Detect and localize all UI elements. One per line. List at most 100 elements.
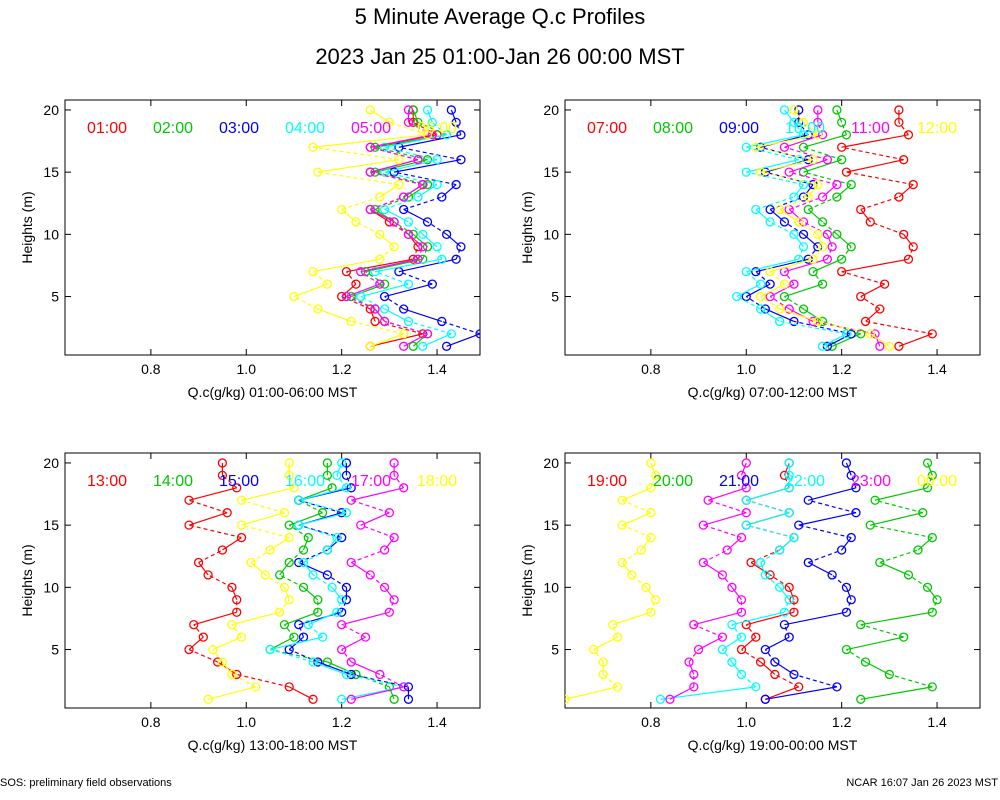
series-line-1600: [308, 611, 338, 626]
data-point-0300: [437, 192, 447, 202]
data-point-1400: [284, 520, 294, 530]
series-line-1600: [303, 562, 314, 576]
series-line-0900: [755, 258, 809, 273]
legend-0900: 09:00: [719, 120, 759, 137]
series-line-2300: [740, 462, 747, 476]
data-point-2300: [689, 669, 699, 680]
data-point-0300: [451, 179, 461, 190]
series-line-0700: [841, 134, 909, 148]
data-point-0400: [379, 304, 390, 314]
series-line-0400: [360, 283, 409, 298]
data-point-0300: [399, 304, 409, 314]
data-point-0000: [588, 644, 599, 655]
data-point-1200: [755, 167, 766, 177]
data-point-1200: [789, 105, 799, 115]
y-tick-label: 20: [43, 455, 59, 471]
data-point-1200: [755, 291, 766, 302]
series-line-1400: [269, 648, 328, 663]
data-point-1200: [813, 130, 823, 140]
data-point-0500: [399, 192, 409, 202]
series-line-0100: [374, 320, 423, 335]
data-point-0000: [598, 669, 608, 680]
data-point-1600: [337, 458, 347, 468]
data-point-0500: [341, 291, 352, 302]
data-point-1400: [284, 557, 294, 568]
series-line-2100: [765, 686, 837, 700]
data-point-1600: [308, 657, 318, 667]
series-line-2100: [841, 537, 852, 551]
data-point-0400: [446, 329, 457, 339]
series-line-0800: [836, 233, 852, 248]
data-point-1100: [822, 155, 833, 165]
data-point-0500: [413, 155, 423, 165]
data-point-1800: [284, 595, 294, 605]
data-point-0500: [422, 329, 433, 339]
y-axis-label: Heights (m): [19, 544, 35, 616]
series-line-0800: [836, 184, 852, 198]
series-line-1500: [298, 549, 328, 564]
series-line-0900: [769, 209, 785, 223]
data-point-1200: [813, 179, 823, 190]
series-line-0300: [398, 146, 462, 161]
data-point-0300: [441, 341, 452, 351]
data-point-1400: [313, 595, 323, 605]
data-point-0000: [636, 545, 646, 555]
data-point-1100: [817, 192, 828, 202]
series-line-1800: [241, 487, 295, 501]
series-line-1100: [788, 209, 804, 223]
data-point-0000: [617, 495, 627, 505]
data-point-0900: [813, 242, 823, 252]
data-point-0300: [456, 155, 466, 165]
series-line-0300: [403, 308, 443, 322]
data-point-0500: [370, 304, 380, 314]
data-point-1700: [346, 657, 356, 667]
x-tick-label: 0.8: [641, 714, 661, 730]
series-line-2100: [845, 587, 852, 600]
series-line-0800: [803, 171, 852, 186]
data-point-2200: [775, 582, 785, 592]
y-tick-label: 10: [543, 579, 559, 595]
series-line-1800: [241, 512, 285, 526]
series-line-0400: [384, 196, 419, 211]
data-point-2300: [689, 620, 699, 630]
series-line-1400: [284, 611, 319, 626]
data-point-1900: [789, 595, 799, 605]
data-point-0000: [598, 657, 608, 667]
data-point-2000: [856, 694, 866, 704]
plot-frame: [64, 452, 481, 709]
legend-1900: 19:00: [587, 473, 627, 490]
legend-0100: 01:00: [87, 120, 127, 137]
data-point-0600: [313, 304, 323, 314]
series-line-1200: [755, 134, 818, 148]
data-point-1800: [203, 694, 213, 704]
data-point-0300: [389, 167, 399, 177]
data-point-1700: [389, 470, 399, 481]
chart-panel-2: 0.8 1.0 1.2 1.4 5 10 15 20 Q.c(g/kg) 07:00-12:00…: [519, 99, 981, 400]
data-point-0300: [451, 117, 461, 128]
data-point-0600: [365, 105, 375, 115]
series-line-2000: [860, 611, 933, 626]
data-point-1100: [813, 105, 823, 115]
data-point-2100: [851, 483, 861, 493]
data-point-2100: [789, 669, 799, 680]
data-point-0700: [856, 291, 866, 302]
data-point-1000: [789, 117, 799, 128]
series-line-0700: [841, 258, 909, 273]
data-point-0000: [608, 620, 618, 630]
data-point-0900: [765, 279, 775, 289]
data-point-1700: [389, 595, 399, 605]
series-line-1700: [388, 599, 395, 613]
legend-0400: 04:00: [285, 120, 325, 137]
data-point-0800: [846, 242, 856, 252]
data-point-1000: [765, 217, 775, 227]
series-line-1200: [760, 159, 814, 173]
series-line-2100: [808, 487, 857, 501]
series-line-2300: [726, 537, 742, 551]
data-point-1600: [337, 694, 347, 704]
series-line-0600: [312, 146, 399, 161]
series-line-0300: [394, 171, 457, 186]
data-point-1600: [341, 669, 352, 680]
data-point-0300: [451, 254, 461, 264]
data-point-0900: [741, 291, 751, 302]
series-line-0300: [446, 333, 480, 347]
